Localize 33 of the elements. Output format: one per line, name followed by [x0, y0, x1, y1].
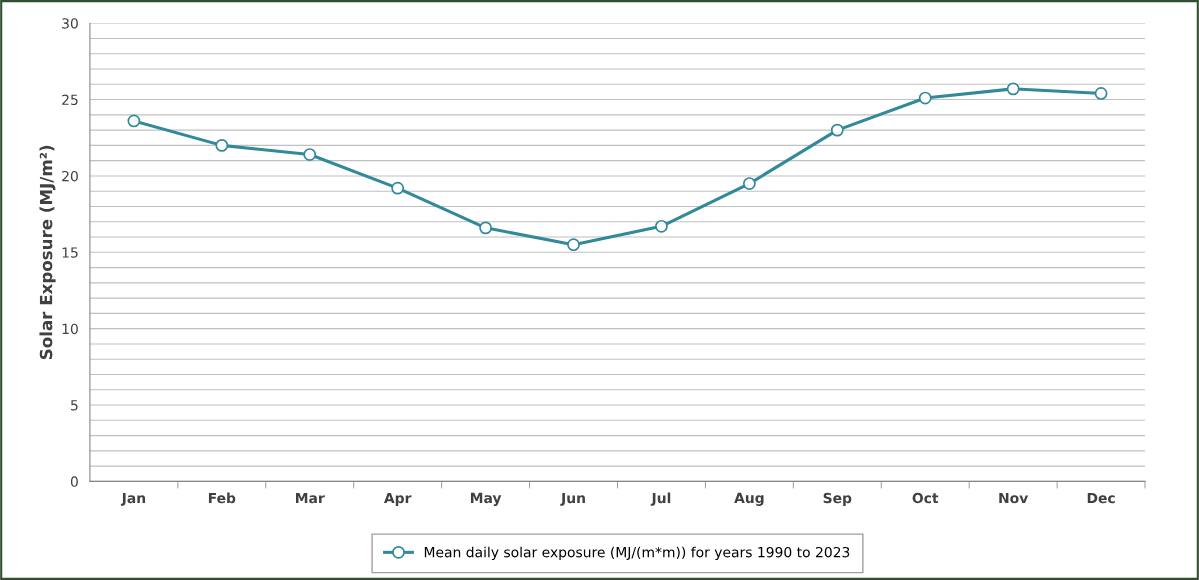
y-tick-label: 10: [62, 323, 78, 335]
x-tick-label: Apr: [383, 492, 412, 506]
point: [479, 221, 492, 235]
x-tick-label: Oct: [912, 492, 939, 504]
x-tick-label: Dec: [1087, 492, 1115, 504]
x-tick-label: May: [470, 492, 502, 506]
x-tick-label: Jan: [120, 492, 146, 506]
x-tick-label: Sep: [823, 492, 852, 506]
point: [391, 181, 405, 195]
point: [1094, 87, 1108, 100]
x-tick-label: Aug: [734, 492, 764, 506]
point: [918, 91, 932, 105]
legend-label: Mean daily solar exposure (MJ/(m*m)) for years 1990 to 2023: [424, 546, 850, 561]
y-tick-label: 20: [62, 170, 78, 182]
point: [215, 138, 229, 152]
x-tick-label: Jun: [560, 492, 585, 506]
x-tick-label: Jul: [650, 492, 671, 506]
y-tick-label: 0: [70, 476, 78, 487]
x-tick-label: Nov: [999, 492, 1029, 504]
point: [127, 114, 141, 128]
point: [742, 177, 756, 190]
point: [1006, 82, 1020, 96]
point: [567, 238, 580, 252]
y-axis-title: Solar Exposure (MJ/m²): [39, 145, 56, 360]
y-tick-label: 15: [62, 247, 78, 258]
point: [303, 148, 317, 161]
y-tick-label: 30: [62, 18, 78, 29]
y-tick-label: 5: [71, 400, 78, 411]
x-tick-label: Feb: [208, 492, 236, 504]
point: [830, 123, 844, 137]
y-tick-label: 25: [62, 94, 78, 106]
point: [655, 219, 668, 233]
x-tick-label: Mar: [296, 492, 325, 504]
